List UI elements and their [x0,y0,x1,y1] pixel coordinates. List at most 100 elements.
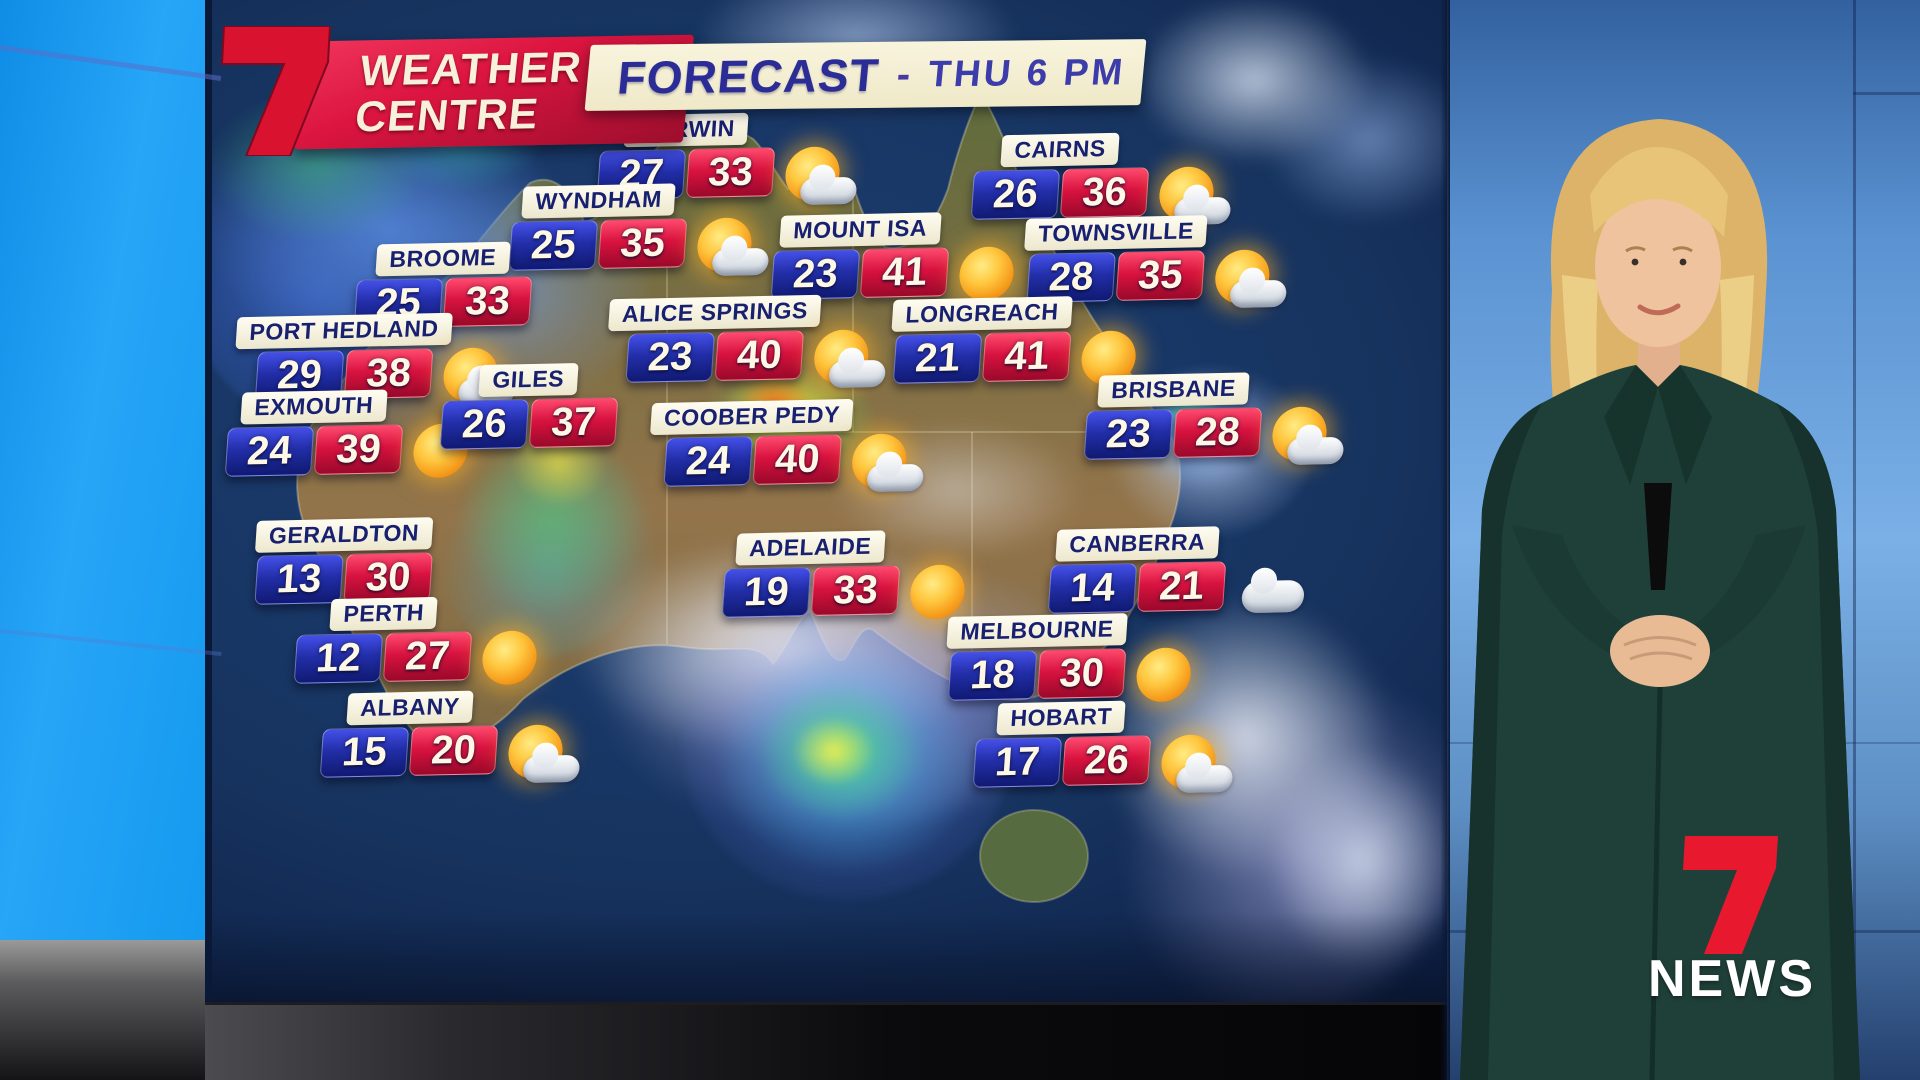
min-temp-value: 24 [662,435,753,487]
station-widget: HOBART 17 26 [972,701,1233,794]
max-temp-value: 28 [1173,407,1263,458]
station-name-label: BRISBANE [1097,372,1250,408]
weather-icon [1130,645,1206,708]
cloud-icon [1241,579,1306,613]
max-temp-value: 33 [686,147,776,199]
weather-icon [477,628,553,691]
station-name-label: CANBERRA [1055,526,1220,562]
min-temp-value: 23 [771,248,861,300]
max-temp-value: 40 [714,329,805,381]
station-name-label: ALBANY [345,691,474,726]
station-temps: 23 40 [625,328,887,388]
max-temp-value: 33 [810,565,900,617]
station-name-label: CAIRNS [1000,133,1121,168]
weather-icon [1155,732,1233,795]
forecast-title-banner: FORECAST - THU 6 PM [584,39,1147,111]
station-temps: 21 41 [892,329,1138,385]
station-widget: MOUNT ISA 23 41 [771,211,1016,301]
weather-icon [808,326,887,389]
sun-icon [1134,647,1193,703]
min-temp-value: 26 [971,169,1061,221]
station-temps: 15 20 [320,724,581,784]
station-name-label: LONGREACH [891,295,1073,332]
station-widget: PERTH 12 27 [294,597,539,686]
weather-icon [1209,246,1288,309]
seven-news-logo-icon [1683,836,1778,954]
studio-floor [205,1002,1447,1080]
station-widget: BRISBANE 23 28 [1084,372,1345,465]
station-temps: 24 39 [224,422,470,478]
panel-seam [0,627,222,657]
min-temp-value: 12 [294,633,384,685]
station-name-label: MOUNT ISA [779,211,942,248]
weather-icon [1231,558,1307,621]
station-temps: 28 35 [1026,248,1288,308]
station-temps: 23 28 [1084,405,1345,465]
map-bottom-shadow [212,912,1454,1002]
station-name-label: HOBART [996,701,1127,736]
min-temp-value: 21 [892,332,983,384]
weather-icon [692,215,770,278]
station-name-label: TOWNSVILLE [1024,214,1209,251]
weather-icon [846,430,924,493]
station-name-label: PORT HEDLAND [235,312,453,349]
station-name-label: BROOME [375,241,511,276]
station-widget: PORT HEDLAND 29 38 [235,312,515,406]
station-name-label: WYNDHAM [520,183,676,220]
panel-seam [1853,92,1920,95]
station-widget: CAIRNS 26 36 [971,133,1232,225]
station-name-label: GILES [478,362,579,397]
station-widget: ALBANY 15 20 [320,691,581,784]
min-temp-value: 15 [320,727,410,779]
weather-icon [780,144,858,207]
station-temps: 18 30 [947,647,1193,703]
max-temp-value: 30 [1036,648,1126,700]
station-widget: GILES 26 37 [439,362,618,450]
max-temp-value: 40 [752,434,842,485]
seven-news-logo: NEWS [1642,836,1822,1008]
min-temp-value: 23 [625,331,716,383]
station-widget: MELBOURNE 18 30 [946,613,1193,703]
station-widget: LONGREACH 21 41 [891,295,1138,385]
station-temps: 24 40 [662,432,924,492]
station-widget: ALICE SPRINGS 23 40 [608,294,887,388]
min-temp-value: 19 [721,567,811,618]
min-temp-value: 26 [439,398,529,450]
cloud-icon [1174,764,1233,794]
station-temps: 17 26 [972,734,1233,794]
cloud-icon [828,359,887,388]
station-name-label: COOBER PEDY [650,398,855,435]
panel-seam [1853,0,1856,1080]
max-temp-value: 37 [528,396,618,448]
forecast-separator: - [894,52,913,97]
station-temps: 26 36 [971,166,1232,225]
station-temps: 25 35 [508,217,770,277]
studio-panel-left [0,0,222,940]
station-widget: ADELAIDE 19 33 [721,530,967,620]
max-temp-value: 41 [981,330,1072,382]
station-temps: 26 37 [439,396,618,450]
station-name-label: ADELAIDE [735,530,886,566]
cloud-icon [799,176,858,205]
station-temps: 23 41 [771,245,1016,301]
sun-icon [958,245,1016,301]
seven-news-wordmark: NEWS [1648,950,1816,1008]
forecast-label: FORECAST [615,48,882,104]
max-temp-value: 35 [1116,249,1206,301]
station-temps: 14 21 [1048,561,1306,614]
min-temp-value: 18 [947,650,1037,702]
station-temps: 19 33 [721,563,967,620]
station-name-label: GERALDTON [254,517,433,553]
max-temp-value: 35 [598,218,688,270]
cloud-icon [1286,436,1345,465]
cloud-icon [711,247,770,277]
screen-edge-shadow [1440,0,1450,1080]
station-widget: CANBERRA 14 21 [1048,526,1306,614]
cloud-icon [522,754,581,784]
max-temp-value: 39 [313,424,404,475]
station-temps: 12 27 [294,630,539,686]
min-temp-value: 23 [1084,408,1174,460]
station-name-label: MELBOURNE [946,613,1128,650]
min-temp-value: 14 [1048,563,1138,614]
